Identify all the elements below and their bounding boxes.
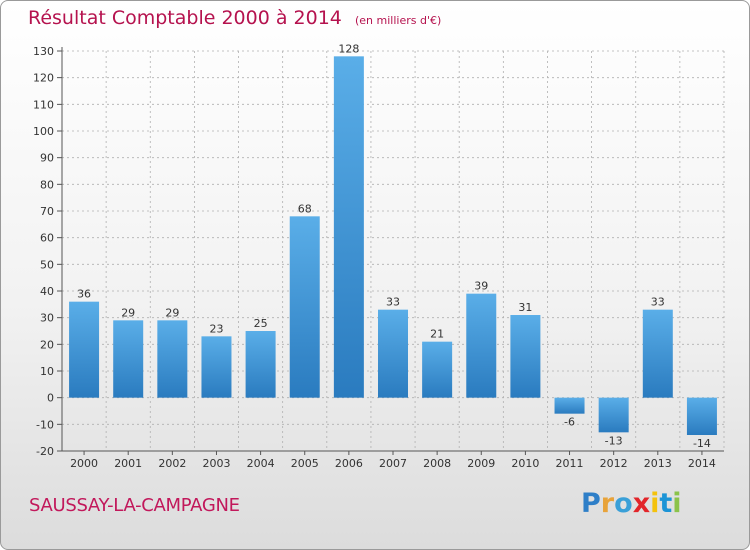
data-label: 33 (386, 296, 400, 309)
unit-text: (en milliers d'€) (354, 14, 442, 27)
data-label: 29 (165, 306, 179, 319)
y-tick-label: 110 (33, 98, 54, 111)
y-tick-label: 30 (40, 312, 54, 325)
x-tick-label: 2003 (202, 457, 230, 470)
x-tick-label: 2005 (291, 457, 319, 470)
data-label: 33 (651, 296, 665, 309)
bar (422, 341, 453, 398)
y-tick-label: 50 (40, 258, 54, 271)
bar (201, 336, 232, 398)
x-tick-label: 2008 (423, 457, 451, 470)
x-tick-label: 2011 (556, 457, 584, 470)
logo-letter: i (650, 488, 660, 519)
y-tick-label: -20 (36, 445, 54, 458)
data-label: -13 (605, 434, 623, 447)
x-tick-label: 2006 (335, 457, 363, 470)
data-label: -14 (693, 437, 711, 450)
y-tick-label: 10 (40, 365, 54, 378)
axes (57, 47, 724, 455)
data-label: 36 (77, 288, 91, 301)
logo-letter: o (614, 488, 633, 519)
bar (157, 320, 188, 398)
bar (378, 309, 408, 398)
y-tick-label: 130 (33, 45, 54, 58)
bar (289, 216, 320, 398)
data-label: 31 (518, 301, 532, 314)
data-label: 23 (209, 322, 223, 335)
data-label: -6 (564, 416, 575, 429)
y-tick-label: -10 (36, 418, 54, 431)
x-tick-label: 2012 (600, 457, 628, 470)
x-tick-label: 2014 (688, 457, 716, 470)
y-tick-label: 90 (40, 152, 54, 165)
y-tick-label: 40 (40, 285, 54, 298)
data-label: 128 (338, 42, 359, 55)
bar (69, 301, 100, 398)
title-text: Résultat Comptable 2000 à 2014 (28, 7, 342, 29)
logo-letter: i (672, 488, 682, 519)
data-label: 39 (474, 280, 488, 293)
data-label: 25 (254, 317, 268, 330)
bar (642, 309, 673, 398)
y-tick-label: 120 (33, 72, 54, 85)
x-tick-label: 2002 (158, 457, 186, 470)
bar (554, 397, 585, 414)
bar (113, 320, 144, 398)
x-tick-label: 2000 (70, 457, 98, 470)
bar (686, 397, 717, 435)
y-tick-label: 60 (40, 232, 54, 245)
x-tick-label: 2007 (379, 457, 407, 470)
bars (69, 56, 717, 435)
x-tick-label: 2010 (511, 457, 539, 470)
x-tick-label: 2009 (467, 457, 495, 470)
bar (598, 397, 629, 433)
logo-letter: r (600, 488, 615, 519)
chart-title: Résultat Comptable 2000 à 2014 (en milli… (28, 7, 441, 29)
x-tick-label: 2013 (644, 457, 672, 470)
bar (245, 331, 276, 398)
bar (466, 293, 497, 398)
bar (510, 315, 541, 398)
y-tick-label: 100 (33, 125, 54, 138)
x-tick-label: 2004 (247, 457, 275, 470)
x-tick-label: 2001 (114, 457, 142, 470)
commune-name: SAUSSAY-LA-CAMPAGNE (29, 495, 240, 516)
logo-letter: t (659, 488, 673, 519)
y-tick-label: 20 (40, 338, 54, 351)
data-label: 21 (430, 328, 444, 341)
labels: -20 -10 0 10 20 30 40 50 60 70 80 90 100 110 120 130 36 2… (33, 42, 716, 470)
y-tick-label: 80 (40, 178, 54, 191)
y-tick-label: 0 (47, 392, 54, 405)
y-tick-label: 70 (40, 205, 54, 218)
data-label: 29 (121, 306, 135, 319)
proxiti-logo[interactable]: Proxiti (581, 488, 682, 519)
bar (333, 56, 364, 398)
logo-letter: P (581, 488, 601, 519)
data-label: 68 (298, 202, 312, 215)
logo-letter: x (632, 488, 651, 519)
